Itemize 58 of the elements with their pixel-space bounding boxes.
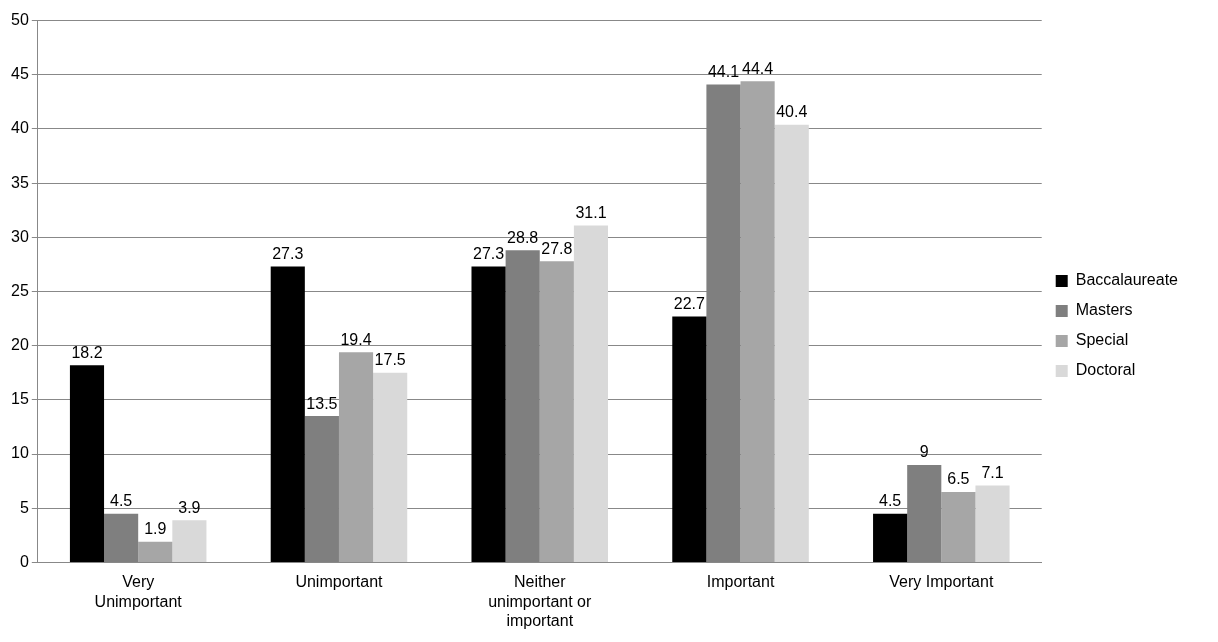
legend-label: Special xyxy=(1075,331,1129,349)
data-label: 17.5 xyxy=(374,351,406,369)
data-label: 19.4 xyxy=(340,330,372,348)
data-label: 18.2 xyxy=(71,343,103,361)
x-tick-label: Very Important xyxy=(889,573,994,591)
data-label: 31.1 xyxy=(575,203,607,221)
bar xyxy=(270,266,305,562)
bar xyxy=(505,250,540,562)
legend-label: Baccalaureate xyxy=(1075,271,1179,289)
x-tick-label: Very Unimportant xyxy=(94,573,183,610)
data-label: 3.9 xyxy=(178,498,201,516)
bar xyxy=(573,225,609,562)
x-tick-label: Important xyxy=(706,573,775,591)
y-tick-label: 10 xyxy=(11,444,29,462)
data-label: 22.7 xyxy=(673,294,706,312)
bar xyxy=(338,352,374,562)
bar xyxy=(873,513,908,562)
bar xyxy=(471,266,506,562)
data-label: 7.1 xyxy=(981,463,1004,481)
x-tick-label: Unimportant xyxy=(295,573,384,591)
data-label: 27.3 xyxy=(472,244,505,262)
data-label: 6.5 xyxy=(947,470,970,488)
data-label: 40.4 xyxy=(776,103,808,121)
bar xyxy=(975,485,1010,562)
y-tick-label: 5 xyxy=(19,498,29,516)
data-label: 9 xyxy=(919,443,929,461)
data-label: 44.1 xyxy=(707,62,740,80)
bar xyxy=(774,124,809,562)
y-tick-label: 40 xyxy=(11,119,29,137)
y-tick-label: 30 xyxy=(11,227,29,245)
bar xyxy=(69,365,105,562)
data-label: 44.4 xyxy=(742,59,774,77)
data-label: 27.3 xyxy=(272,244,304,262)
y-tick-label: 50 xyxy=(11,11,29,29)
legend-label: Doctoral xyxy=(1075,361,1136,379)
bar xyxy=(172,520,207,562)
bar xyxy=(104,513,139,562)
bar xyxy=(373,372,408,562)
bar xyxy=(941,491,976,562)
data-label: 27.8 xyxy=(541,239,573,257)
y-tick-label: 25 xyxy=(11,281,29,299)
y-tick-label: 20 xyxy=(11,336,29,354)
data-label: 1.9 xyxy=(144,520,167,538)
data-label: 13.5 xyxy=(306,394,338,412)
legend-label: Masters xyxy=(1075,301,1133,319)
data-label: 4.5 xyxy=(110,492,133,510)
bar xyxy=(672,316,707,562)
x-tick-label: Neither unimportant or important xyxy=(488,573,592,629)
data-label: 28.8 xyxy=(507,228,539,246)
bar xyxy=(740,81,775,562)
y-tick-label: 35 xyxy=(11,173,29,191)
bar xyxy=(304,416,339,562)
data-label: 4.5 xyxy=(878,492,902,510)
bar xyxy=(138,541,173,562)
y-tick-label: 0 xyxy=(19,552,29,570)
y-tick-label: 15 xyxy=(11,390,29,408)
bar xyxy=(539,261,574,562)
y-tick-label: 45 xyxy=(11,65,29,83)
